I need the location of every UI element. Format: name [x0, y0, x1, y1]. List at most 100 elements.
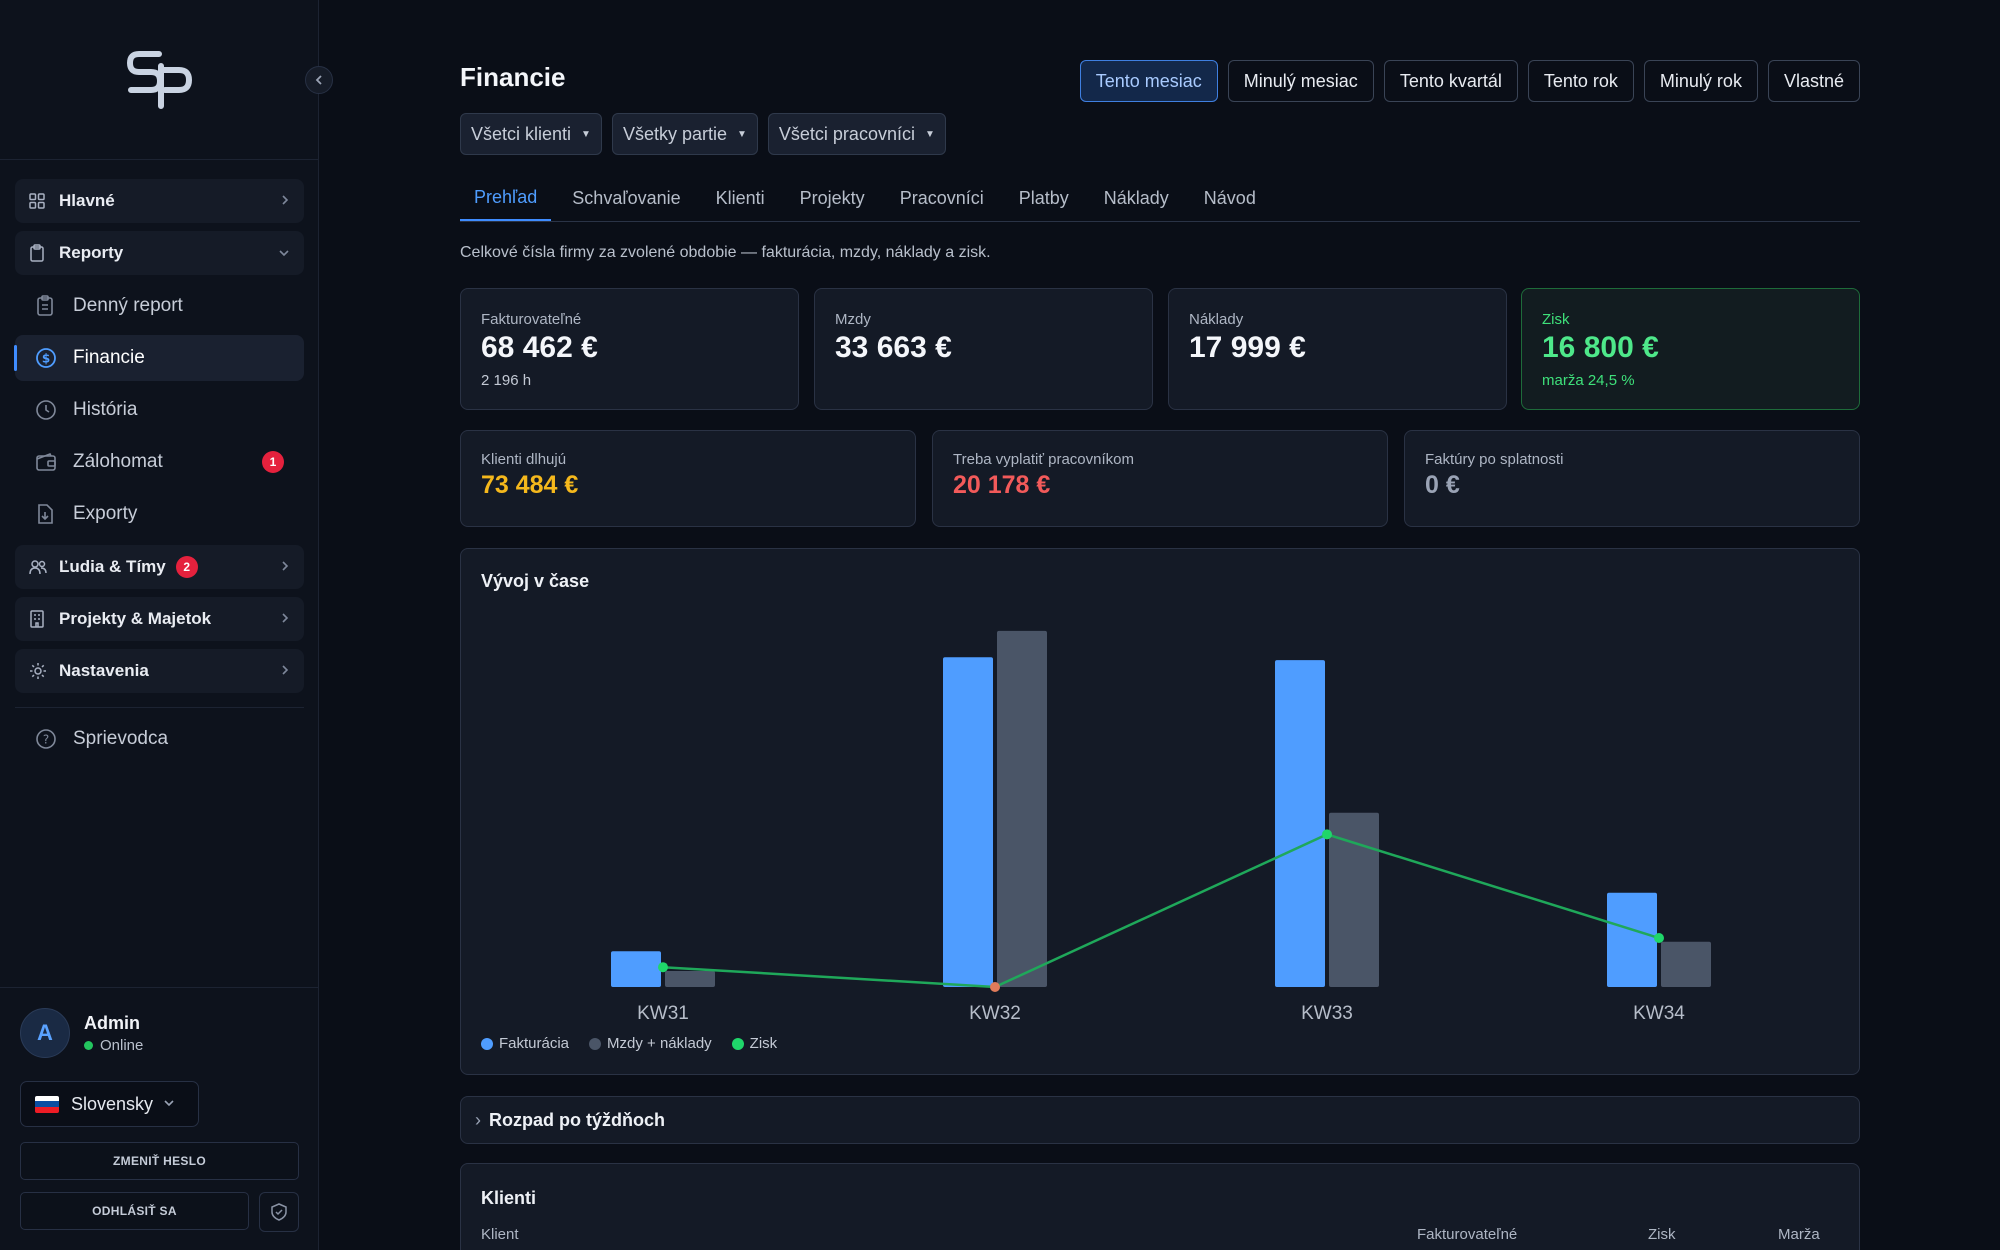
- sidebar-item-label: Financie: [73, 347, 145, 368]
- kpi-margin: marža 24,5 %: [1542, 372, 1635, 389]
- weekly-breakdown-toggle[interactable]: › Rozpad po týždňoch: [460, 1096, 1860, 1144]
- dollar-circle-icon: $: [35, 347, 57, 369]
- chevron-right-icon: [280, 193, 290, 209]
- kpi-wages-card: Mzdy 33 663 €: [814, 288, 1153, 410]
- tab-overview[interactable]: Prehľad: [460, 176, 552, 221]
- sidebar-item-daily-report[interactable]: Denný report: [15, 283, 304, 329]
- profit-point-KW33[interactable]: [1322, 829, 1332, 840]
- sidebar-item-label: Exporty: [73, 503, 138, 524]
- legend-item-profit[interactable]: Zisk: [731, 1035, 777, 1052]
- sidebar-item-guide[interactable]: ? Sprievodca: [15, 716, 304, 762]
- period-this-year[interactable]: Tento rok: [1527, 60, 1634, 102]
- sidebar-group-people[interactable]: Ľudia & Tímy 2: [15, 545, 304, 589]
- column-header-client[interactable]: Klient: [481, 1226, 519, 1243]
- legend-label: Fakturácia: [499, 1035, 570, 1052]
- chevron-left-icon: [315, 75, 322, 85]
- security-button[interactable]: [259, 1192, 299, 1232]
- kpi-value: 17 999 €: [1189, 331, 1306, 364]
- kpi-costs-card: Náklady 17 999 €: [1168, 288, 1507, 410]
- change-password-button[interactable]: ZMENIŤ HESLO: [20, 1142, 299, 1180]
- sidebar-item-history[interactable]: História: [15, 387, 304, 433]
- receivables-card: Klienti dlhujú 73 484 €: [460, 430, 916, 527]
- tab-bar: Prehľad Schvaľovanie Klienti Projekty Pr…: [460, 176, 1860, 222]
- sidebar: Hlavné Reporty Denný report $ Finan: [0, 0, 333, 1250]
- slovak-flag-icon: [35, 1095, 59, 1113]
- bar-costs-KW31[interactable]: [665, 970, 715, 987]
- crew-filter-label: Všetky partie: [622, 123, 727, 144]
- x-tick-label: KW34: [1633, 1003, 1685, 1024]
- tab-projects[interactable]: Projekty: [799, 188, 865, 208]
- period-this-month[interactable]: Tento mesiac: [1079, 60, 1218, 102]
- page-title: Financie: [460, 62, 566, 92]
- balance-value: 0 €: [1425, 471, 1460, 499]
- sidebar-item-label: Denný report: [73, 295, 183, 316]
- grid-icon: [29, 192, 47, 210]
- column-header-margin[interactable]: Marža: [1778, 1226, 1820, 1243]
- legend-costs-dot-icon: [589, 1037, 602, 1050]
- collapse-sidebar-button[interactable]: [305, 66, 333, 94]
- language-select[interactable]: Slovensky: [20, 1081, 199, 1127]
- balance-label: Faktúry po splatnosti: [1425, 451, 1564, 468]
- sidebar-group-settings[interactable]: Nastavenia: [15, 649, 304, 693]
- period-selector: Tento mesiac Minulý mesiac Tento kvartál…: [1079, 60, 1860, 102]
- chevron-right-icon: [280, 663, 290, 679]
- chevron-down-icon: [278, 245, 290, 261]
- sidebar-group-projects[interactable]: Projekty & Majetok: [15, 597, 304, 641]
- period-custom[interactable]: Vlastné: [1767, 60, 1860, 102]
- x-tick-label: KW32: [969, 1003, 1021, 1024]
- caret-down-icon: ▼: [581, 128, 591, 140]
- bar-billing-KW31[interactable]: [611, 951, 661, 987]
- tab-payments[interactable]: Platby: [1018, 188, 1069, 208]
- crew-filter[interactable]: Všetky partie ▼: [611, 113, 758, 155]
- period-last-year[interactable]: Minulý rok: [1643, 60, 1758, 102]
- balance-value: 20 178 €: [953, 471, 1051, 499]
- sidebar-item-exports[interactable]: Exporty: [15, 491, 304, 537]
- bar-costs-KW34[interactable]: [1661, 941, 1711, 987]
- logo-area: [0, 0, 333, 160]
- sidebar-group-reports[interactable]: Reporty: [15, 231, 304, 275]
- client-filter[interactable]: Všetci klienti ▼: [460, 113, 602, 155]
- user-status-label: Online: [100, 1036, 144, 1054]
- svg-text:$: $: [42, 352, 50, 366]
- tab-guide[interactable]: Návod: [1203, 188, 1256, 208]
- sidebar-item-deposit[interactable]: Zálohomat 1: [15, 439, 304, 485]
- profit-point-KW32[interactable]: [990, 982, 1000, 992]
- period-this-quarter[interactable]: Tento kvartál: [1383, 60, 1518, 102]
- chevron-right-icon: ›: [475, 1110, 481, 1130]
- balance-label: Klienti dlhujú: [481, 451, 567, 468]
- user-status: Online: [84, 1037, 143, 1054]
- kpi-label: Zisk: [1542, 311, 1570, 328]
- clock-icon: [35, 399, 57, 421]
- bar-costs-KW33[interactable]: [1329, 812, 1379, 987]
- tab-costs[interactable]: Náklady: [1103, 188, 1169, 208]
- profit-point-KW34[interactable]: [1654, 933, 1664, 944]
- bar-billing-KW32[interactable]: [943, 657, 993, 987]
- legend-item-billing[interactable]: Fakturácia: [481, 1035, 569, 1052]
- chevron-down-icon: [163, 1097, 175, 1111]
- tab-clients[interactable]: Klienti: [715, 188, 765, 208]
- period-last-month[interactable]: Minulý mesiac: [1227, 60, 1374, 102]
- language-label: Slovensky: [71, 1093, 154, 1114]
- column-header-profit[interactable]: Zisk: [1648, 1226, 1676, 1243]
- sidebar-item-finance[interactable]: $ Financie: [14, 335, 304, 381]
- breakdown-label: Rozpad po týždňoch: [489, 1110, 665, 1130]
- tab-workers[interactable]: Pracovníci: [899, 188, 984, 208]
- bar-billing-KW33[interactable]: [1275, 660, 1325, 987]
- bar-costs-KW32[interactable]: [997, 630, 1047, 987]
- profit-point-KW31[interactable]: [658, 962, 668, 973]
- sidebar-group-main[interactable]: Hlavné: [15, 179, 304, 223]
- tab-approval[interactable]: Schvaľovanie: [572, 188, 681, 208]
- user-name: Admin: [84, 1012, 140, 1033]
- kpi-value: 68 462 €: [481, 331, 598, 364]
- column-header-billable[interactable]: Fakturovateľné: [1417, 1226, 1518, 1243]
- bar-billing-KW34[interactable]: [1607, 892, 1657, 987]
- balance-label: Treba vyplatiť pracovníkom: [953, 451, 1134, 468]
- sidebar-item-label: Zálohomat: [73, 451, 163, 472]
- chart-title: Vývoj v čase: [481, 571, 590, 591]
- logout-button[interactable]: ODHLÁSIŤ SA: [20, 1192, 249, 1230]
- worker-filter[interactable]: Všetci pracovníci ▼: [767, 113, 946, 155]
- chevron-right-icon: [280, 611, 290, 627]
- legend-item-costs[interactable]: Mzdy + náklady: [589, 1035, 712, 1052]
- gear-icon: [29, 662, 47, 680]
- user-profile[interactable]: A Admin Online: [20, 1008, 143, 1058]
